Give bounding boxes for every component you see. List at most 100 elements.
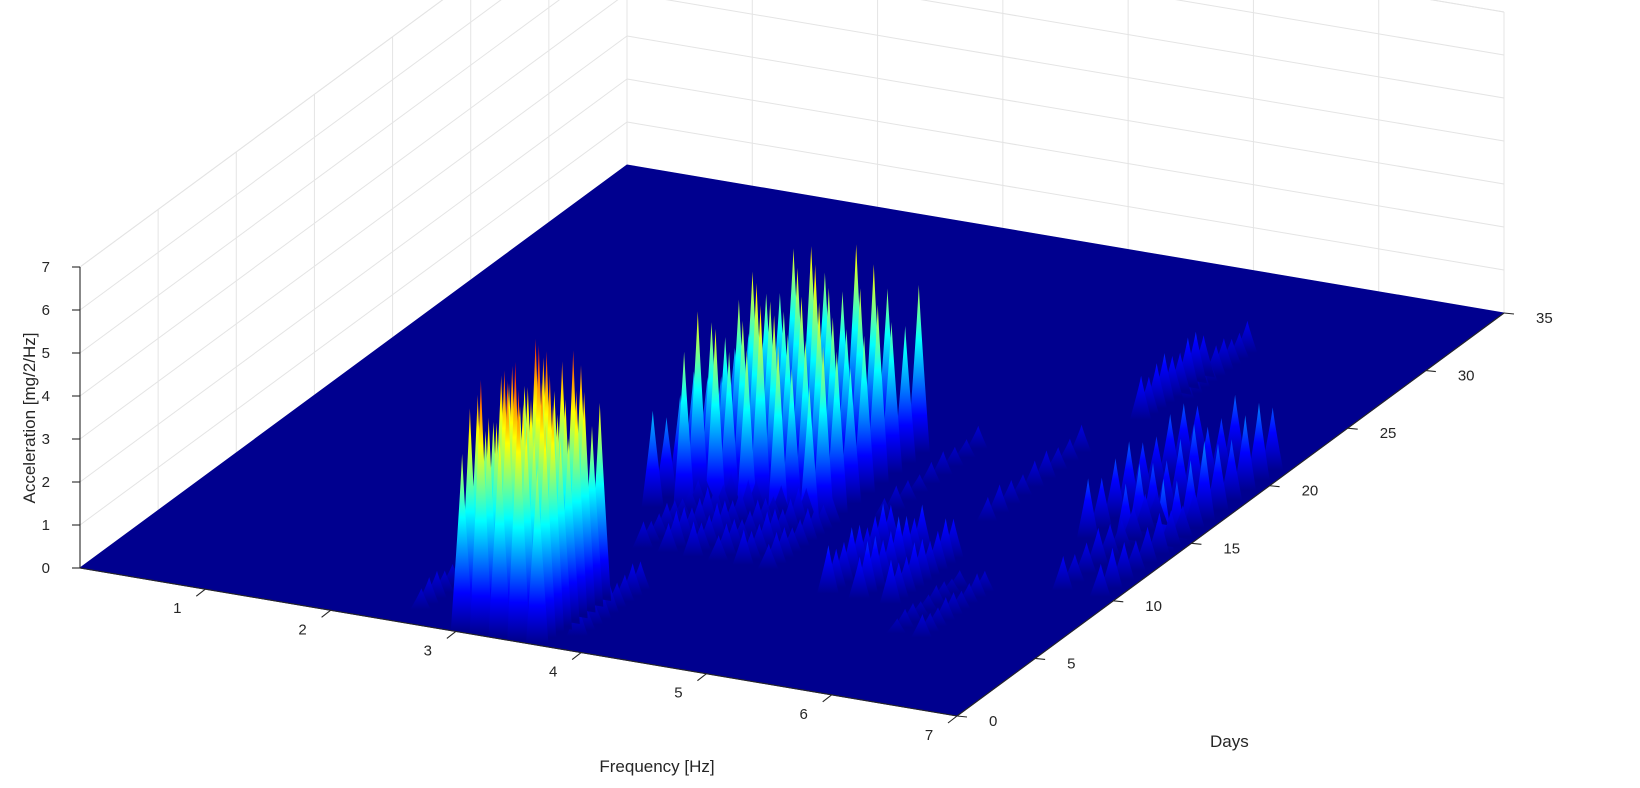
peak-slice xyxy=(1169,438,1192,508)
z-tick-label: 1 xyxy=(42,517,50,534)
axes xyxy=(79,267,1505,717)
surface-peak xyxy=(732,487,818,569)
x-tick-mark xyxy=(571,652,582,661)
peak-slice xyxy=(732,529,755,569)
peak-slice xyxy=(526,467,549,648)
peak-slice xyxy=(1193,440,1216,525)
peak-slice xyxy=(1089,563,1112,601)
peak-slice xyxy=(1051,556,1075,595)
peak-slice xyxy=(749,305,772,517)
peak-slice xyxy=(1183,489,1206,532)
peak-slice xyxy=(1247,402,1271,485)
surface-peak xyxy=(682,479,768,561)
tick-labels: 0 1 2 3 4 5 6 7 1 2 3 4 5 6 7 0 5 10 15 20 25 30 35 xyxy=(42,259,1553,744)
peak-slice xyxy=(1133,493,1157,534)
peak-slice xyxy=(707,535,730,565)
y-tick-mark xyxy=(1035,657,1046,660)
gridline-left-pane-z xyxy=(79,0,619,397)
z-tick-label: 4 xyxy=(42,388,50,405)
y-tick-mark xyxy=(1113,600,1124,603)
peak-slice xyxy=(682,521,705,561)
y-tick-label: 20 xyxy=(1302,483,1319,500)
y-tick-mark xyxy=(1269,485,1280,488)
gridline-rear-pane-z xyxy=(626,78,1505,228)
y-tick-mark xyxy=(1425,370,1436,373)
gridline-rear-pane-z xyxy=(920,0,1505,99)
peak-slice xyxy=(655,417,678,501)
x-tick-label: 6 xyxy=(800,706,808,723)
peak-slice xyxy=(766,345,790,532)
peak-slice xyxy=(886,618,909,638)
y-tick-mark xyxy=(1347,427,1358,430)
peak-slice xyxy=(825,351,849,518)
x-tick-label: 2 xyxy=(298,621,306,638)
surface-peak xyxy=(911,570,997,642)
peak-slice xyxy=(1000,480,1023,508)
surface-peak xyxy=(526,390,612,648)
peak-slice xyxy=(686,311,710,507)
surface-peak xyxy=(757,493,843,573)
z-tick-label: 5 xyxy=(42,345,50,362)
peak-slice xyxy=(866,304,890,487)
gridline-left-pane-z xyxy=(79,78,628,483)
peak-slice xyxy=(908,474,931,496)
x-tick-label: 5 xyxy=(674,685,682,702)
peak-slice xyxy=(1075,542,1098,577)
x-tick-mark xyxy=(321,609,331,618)
peak-slice xyxy=(410,588,433,614)
peak-slice xyxy=(469,379,493,638)
z-axis-label: Acceleration [mg/2/Hz] xyxy=(20,332,39,503)
x-tick-mark xyxy=(697,673,707,682)
y-tick-label: 35 xyxy=(1536,310,1553,327)
gridline-rear-pane-z xyxy=(1175,0,1505,56)
peak-slice xyxy=(1158,414,1182,482)
peak-slice xyxy=(839,367,862,508)
peak-slice xyxy=(1087,527,1110,569)
peak-slice xyxy=(1035,450,1058,482)
peak-slice xyxy=(1148,512,1171,558)
peak-slice xyxy=(967,425,990,453)
peak-slice xyxy=(848,556,871,603)
peak-slice xyxy=(450,453,474,635)
peak-slice xyxy=(1098,523,1122,560)
peak-slice xyxy=(988,484,1011,517)
y-tick-mark xyxy=(1191,542,1202,545)
gridline-rear-pane-z xyxy=(665,0,1505,142)
gridline-rear-pane-z xyxy=(1429,0,1505,13)
z-tick-label: 7 xyxy=(42,259,50,276)
surface-peak xyxy=(848,504,934,603)
y-axis-line xyxy=(956,312,1505,717)
peak-slice xyxy=(1110,519,1134,552)
gridline-rear-pane-z xyxy=(626,121,1505,271)
x-tick-label: 4 xyxy=(549,664,557,681)
x-tick-mark xyxy=(947,715,958,724)
peak-slice xyxy=(1220,439,1243,505)
peak-slice xyxy=(632,521,655,552)
peak-slice xyxy=(955,439,978,462)
x-axis-label: Frequency [Hz] xyxy=(599,757,714,776)
peak-slice xyxy=(1090,477,1114,532)
y-tick-label: 10 xyxy=(1145,598,1162,615)
peak-slice xyxy=(488,431,511,641)
surface-peak xyxy=(879,518,965,608)
y-tick-mark xyxy=(1503,312,1515,315)
surface-peak xyxy=(798,284,931,538)
y-tick-label: 15 xyxy=(1223,540,1240,557)
x-tick-mark xyxy=(446,630,457,639)
peak-slice xyxy=(1063,554,1087,586)
peak-slice xyxy=(507,389,530,644)
peak-slice xyxy=(893,325,917,467)
gridline-rear-pane-z xyxy=(626,35,1505,185)
gridline-left-pane-z xyxy=(79,0,560,354)
peak-slice xyxy=(1206,443,1230,515)
peak-slice xyxy=(1234,415,1257,495)
peak-slice xyxy=(1129,375,1153,424)
surface-peak xyxy=(1089,489,1206,601)
peak-slice xyxy=(880,322,903,477)
peak-slice xyxy=(931,451,955,479)
peak-slice xyxy=(976,496,1000,525)
peak-slice xyxy=(811,346,835,528)
surface-peaks xyxy=(410,244,1284,648)
